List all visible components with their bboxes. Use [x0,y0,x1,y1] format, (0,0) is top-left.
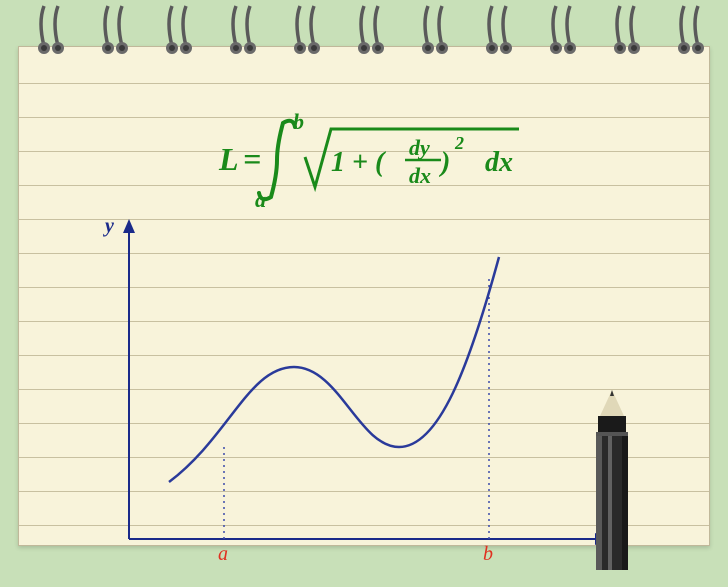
spiral-ring [548,2,576,60]
spiral-ring [164,2,192,60]
tick-label-b: b [483,543,493,566]
spiral-ring [36,2,64,60]
spiral-ring [420,2,448,60]
spiral-ring [356,2,384,60]
spiral-ring [228,2,256,60]
spiral-ring [484,2,512,60]
y-axis-label: y [105,215,114,238]
spiral-ring [100,2,128,60]
spiral-ring [676,2,704,60]
pen [582,390,642,570]
spiral-ring [612,2,640,60]
pen-group [596,390,628,570]
spiral-ring [292,2,320,60]
tick-label-a: a [218,543,228,566]
chart-group [123,219,609,545]
